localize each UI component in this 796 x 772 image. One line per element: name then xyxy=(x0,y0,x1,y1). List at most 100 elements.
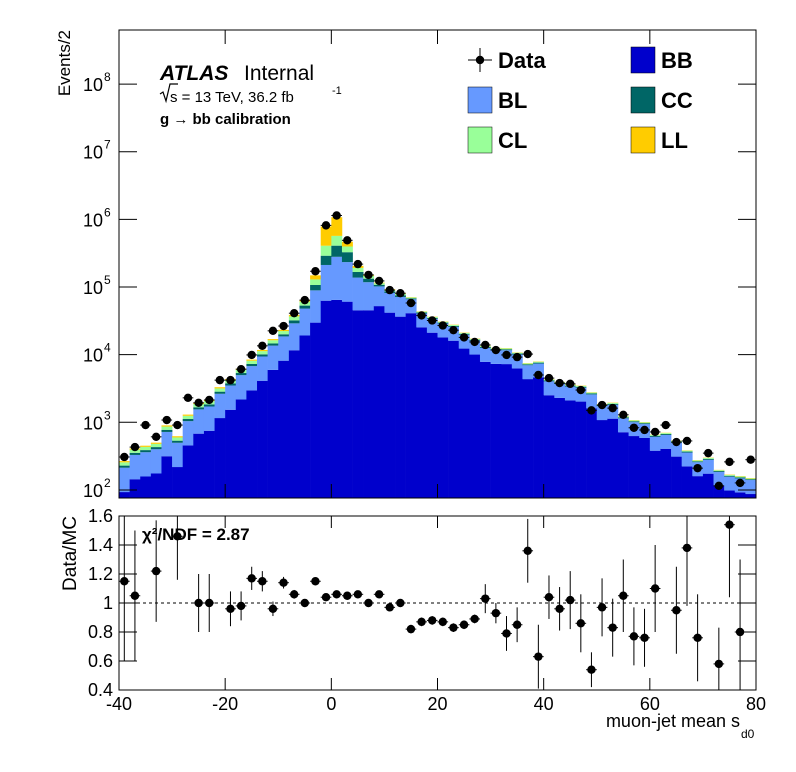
stack-bar xyxy=(182,445,194,498)
stack-bar xyxy=(479,361,491,498)
ratio-point xyxy=(459,620,469,629)
ratio-point xyxy=(491,608,501,618)
legend-marker xyxy=(475,55,485,65)
stack-bar xyxy=(660,448,672,498)
y-tick-base: 10 xyxy=(83,75,103,95)
stack-bar xyxy=(161,456,173,498)
stack-bar xyxy=(182,414,194,416)
stack-bar xyxy=(214,387,226,389)
stack-bar xyxy=(607,418,619,498)
stack-bar xyxy=(713,485,725,498)
data-point xyxy=(672,437,681,447)
data-point xyxy=(162,415,171,425)
stack-bar xyxy=(617,432,629,498)
stack-bar xyxy=(257,349,268,352)
data-point xyxy=(215,375,225,385)
stack-bar xyxy=(225,383,237,386)
data-point xyxy=(597,400,607,410)
y-tick-exponent: 8 xyxy=(104,70,111,84)
x-axis-label-sub: d0 xyxy=(741,727,755,741)
ratio-point xyxy=(470,614,479,624)
stack-bar xyxy=(416,313,428,328)
stack-bar xyxy=(331,299,343,498)
y-tick-exponent: 2 xyxy=(104,476,111,490)
y-tick-exponent: 6 xyxy=(104,205,111,219)
legend-swatch xyxy=(630,126,656,154)
stack-bar xyxy=(426,332,438,498)
stack-bar xyxy=(384,312,396,498)
main-plot xyxy=(119,211,756,498)
data-point xyxy=(682,436,692,446)
ratio-point xyxy=(205,598,214,608)
stack-bar xyxy=(522,365,534,380)
stack-bar xyxy=(140,446,152,451)
x-tick-label: 60 xyxy=(640,694,660,714)
ratio-point xyxy=(247,574,256,583)
stack-bar xyxy=(501,364,513,498)
stack-bar xyxy=(140,450,152,453)
data-point xyxy=(120,452,129,462)
stack-bar xyxy=(458,334,470,349)
ratio-point xyxy=(300,598,309,608)
stack-bar xyxy=(681,452,693,467)
legend-swatch xyxy=(467,126,493,154)
ratio-y-tick-label: 1.6 xyxy=(88,506,113,526)
stack-bar xyxy=(119,467,130,493)
data-point xyxy=(396,288,405,298)
data-point xyxy=(555,378,564,388)
stack-bar xyxy=(235,373,247,376)
y-tick-base: 10 xyxy=(83,346,103,366)
data-point xyxy=(491,345,501,355)
ratio-point xyxy=(449,623,458,632)
chi2-annotation: χ²/NDF = 2.87 xyxy=(142,525,250,544)
y-tick-label: 10 xyxy=(83,278,103,298)
stack-bar xyxy=(267,340,279,344)
stack-bar xyxy=(203,404,215,407)
stack-bar xyxy=(119,465,130,468)
data-point xyxy=(353,259,363,269)
data-point xyxy=(141,420,150,430)
y-tick-base: 10 xyxy=(83,413,103,433)
data-point xyxy=(289,308,299,318)
stack-bar xyxy=(426,318,438,333)
data-point xyxy=(619,410,628,420)
stack-bar xyxy=(129,452,141,455)
stack-bar xyxy=(405,297,417,299)
data-point xyxy=(735,478,745,488)
ratio-plot xyxy=(119,516,756,690)
status: Internal xyxy=(244,62,314,85)
data-point xyxy=(258,341,267,351)
stack-bar xyxy=(405,313,417,498)
stack-bar xyxy=(299,305,311,309)
stack-bar xyxy=(278,329,290,332)
stack-bar xyxy=(352,277,364,311)
data-point xyxy=(173,420,182,430)
stack-bar xyxy=(161,429,173,432)
energy: s = 13 TeV, 36.2 fb xyxy=(170,89,294,106)
ratio-point xyxy=(597,603,607,612)
ratio-point xyxy=(693,633,702,642)
stack-bar xyxy=(257,354,268,357)
stack-bar xyxy=(437,337,449,498)
x-tick-label: 20 xyxy=(427,694,447,714)
ratio-point xyxy=(555,604,564,613)
stack-bar xyxy=(724,474,736,476)
top-frame xyxy=(118,29,757,499)
stack-bar xyxy=(235,375,247,400)
stack-bar xyxy=(490,363,502,498)
stack-bar xyxy=(702,459,714,474)
stack-bar xyxy=(501,348,513,350)
data-point xyxy=(374,276,384,286)
y-tick-exponent: 3 xyxy=(104,408,111,422)
stack-bar xyxy=(331,235,343,246)
stack-bar xyxy=(681,451,693,453)
data-point xyxy=(693,463,702,473)
stack-bar xyxy=(341,301,353,498)
stack-bar xyxy=(161,425,173,427)
stack-bar xyxy=(596,420,608,498)
ratio-point xyxy=(289,590,299,599)
data-point xyxy=(629,423,639,432)
stack-bar xyxy=(119,461,130,463)
stack-bar xyxy=(257,351,268,355)
ratio-point xyxy=(566,595,575,605)
